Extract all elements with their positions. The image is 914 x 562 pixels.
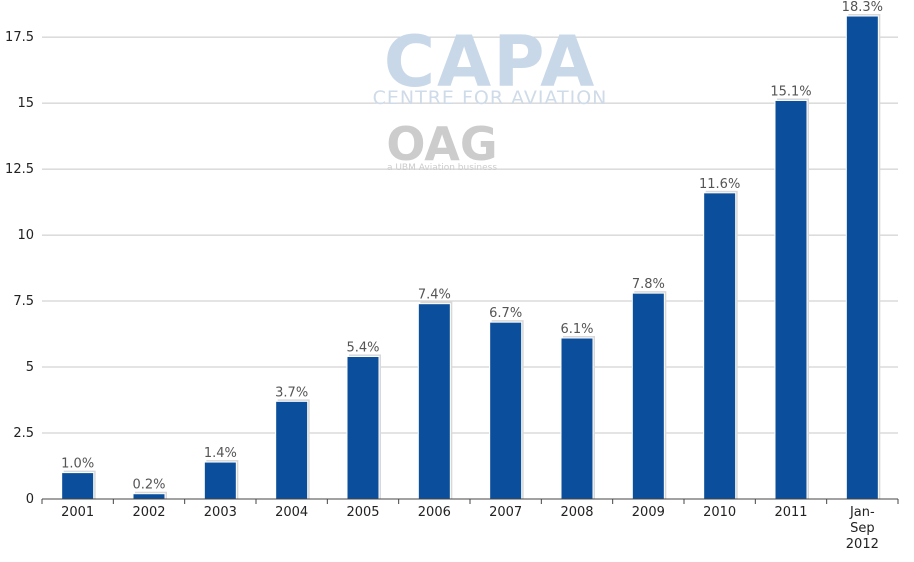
y-tick-label: 2.5	[13, 426, 34, 441]
x-tick-label: 2011	[774, 505, 807, 520]
data-label: 1.0%	[61, 457, 94, 472]
bar	[132, 493, 166, 500]
data-label: 18.3%	[842, 0, 883, 15]
watermark: CAPA CENTRE FOR AVIATION OAG a UBM Aviat…	[373, 21, 608, 173]
x-tick-label-line: 2009	[632, 505, 665, 520]
x-axis-ticks: 2001 2002 2003 2004 2005 2006 2007 2008 2009 2010…	[41, 499, 899, 552]
x-tick-label-line: 2010	[703, 505, 736, 520]
data-label: 6.1%	[560, 322, 593, 337]
watermark-capa: CAPA	[384, 21, 597, 103]
x-tick-label: 2002	[132, 505, 165, 520]
x-tick-label: 2001	[61, 505, 94, 520]
x-tick-label-line: 2012	[846, 537, 879, 552]
x-tick-label: 2008	[560, 505, 593, 520]
watermark-oag: OAG	[386, 117, 497, 171]
watermark-centre-for-aviation: CENTRE FOR AVIATION	[373, 87, 608, 109]
x-tick-label-line: 2003	[204, 505, 237, 520]
gridlines	[42, 36, 898, 434]
y-tick-label: 5	[26, 360, 34, 375]
bars	[61, 14, 881, 500]
data-label: 15.1%	[770, 84, 811, 99]
bar	[203, 461, 237, 500]
x-tick-label-line: 2002	[132, 505, 165, 520]
data-label: 5.4%	[346, 340, 379, 355]
y-tick-label: 7.5	[13, 294, 34, 309]
bar	[631, 292, 665, 500]
x-tick-label: 2003	[204, 505, 237, 520]
x-tick-label-line: 2001	[61, 505, 94, 520]
x-tick-label: 2006	[418, 505, 451, 520]
x-tick-label-line: Jan-	[849, 505, 875, 520]
y-tick-label: 10	[17, 228, 34, 243]
x-tick-label-line: 2005	[346, 505, 379, 520]
data-label: 3.7%	[275, 385, 308, 400]
x-tick-label-line: 2006	[418, 505, 451, 520]
y-tick-label: 17.5	[5, 30, 34, 45]
data-label: 1.4%	[204, 446, 237, 461]
x-tick-label: Jan-Sep 2012	[846, 505, 879, 552]
y-tick-label: 0	[26, 492, 34, 507]
bar	[346, 355, 380, 500]
x-tick-label-line: 2004	[275, 505, 308, 520]
x-tick-label: 2009	[632, 505, 665, 520]
watermark-ubm: a UBM Aviation business	[387, 163, 497, 173]
data-label: 0.2%	[132, 478, 165, 493]
bar	[703, 192, 737, 500]
x-tick-label: 2010	[703, 505, 736, 520]
data-label: 7.8%	[632, 277, 665, 292]
y-tick-label: 12.5	[5, 162, 34, 177]
x-tick-label-line: 2011	[774, 505, 807, 520]
data-labels: 1.0% 0.2% 1.4% 3.7% 5.4% 7.4% 6.7% 6.1% 7.8% 11.6…	[61, 0, 883, 493]
data-label: 11.6%	[699, 177, 740, 192]
x-tick-label-line: Sep	[850, 521, 875, 536]
x-tick-label: 2007	[489, 505, 522, 520]
y-axis-ticks: 0 2.5 5 7.5 10 12.5 15 17.5	[5, 30, 34, 507]
bar	[275, 400, 309, 500]
bar	[61, 472, 95, 500]
x-tick-label-line: 2008	[560, 505, 593, 520]
bar	[489, 321, 523, 500]
bar	[417, 303, 451, 500]
bar	[845, 15, 879, 500]
data-label: 6.7%	[489, 306, 522, 321]
x-tick-label-line: 2007	[489, 505, 522, 520]
bar	[560, 337, 594, 500]
x-tick-label: 2004	[275, 505, 308, 520]
bar	[774, 99, 808, 500]
y-tick-label: 15	[17, 96, 34, 111]
data-label: 7.4%	[418, 288, 451, 303]
x-tick-label: 2005	[346, 505, 379, 520]
